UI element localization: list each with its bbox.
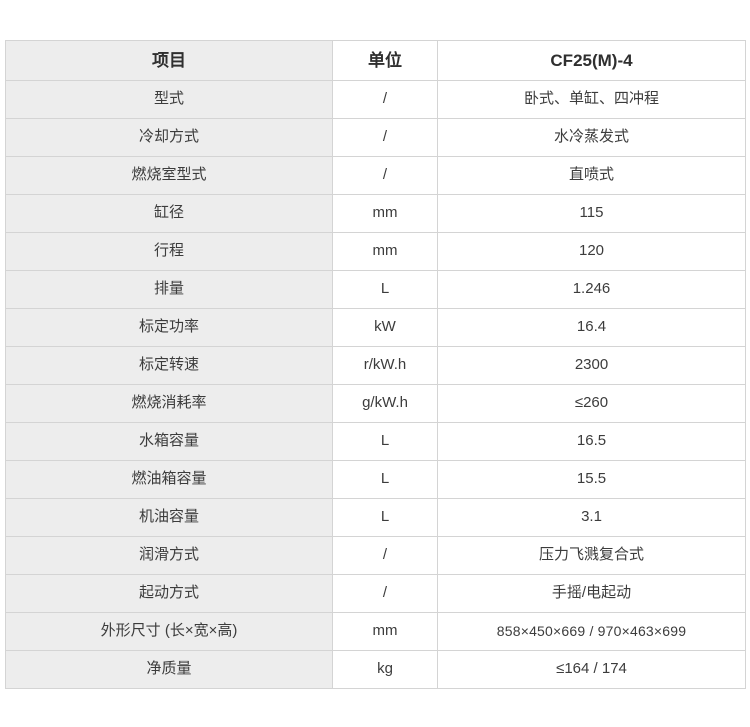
- table-row: 标定转速 r/kW.h 2300: [5, 346, 746, 385]
- cell-unit: L: [332, 270, 438, 309]
- cell-unit: mm: [332, 194, 438, 233]
- cell-value: 2300: [437, 346, 746, 385]
- table-header: 项目 单位 CF25(M)-4: [5, 40, 746, 81]
- cell-unit: /: [332, 80, 438, 119]
- cell-item: 型式: [5, 80, 333, 119]
- cell-value: 压力飞溅复合式: [437, 536, 746, 575]
- cell-item: 外形尺寸 (长×宽×高): [5, 612, 333, 651]
- cell-item: 净质量: [5, 650, 333, 689]
- table-row: 冷却方式 / 水冷蒸发式: [5, 118, 746, 157]
- cell-item: 水箱容量: [5, 422, 333, 461]
- cell-value: 16.4: [437, 308, 746, 347]
- table-row: 型式 / 卧式、单缸、四冲程: [5, 80, 746, 119]
- cell-item: 缸径: [5, 194, 333, 233]
- cell-item: 行程: [5, 232, 333, 271]
- table-row: 机油容量 L 3.1: [5, 498, 746, 537]
- table-row: 润滑方式 / 压力飞溅复合式: [5, 536, 746, 575]
- column-header-unit: 单位: [332, 40, 438, 81]
- table-row: 起动方式 / 手摇/电起动: [5, 574, 746, 613]
- table-row: 排量 L 1.246: [5, 270, 746, 309]
- table-row: 行程 mm 120: [5, 232, 746, 271]
- table-row: 燃烧室型式 / 直喷式: [5, 156, 746, 195]
- engine-spec-table: 项目 单位 CF25(M)-4 型式 / 卧式、单缸、四冲程 冷却方式 / 水冷蒸发式 燃烧…: [5, 40, 746, 689]
- cell-value: ≤260: [437, 384, 746, 423]
- cell-item: 燃烧消耗率: [5, 384, 333, 423]
- cell-item: 燃油箱容量: [5, 460, 333, 499]
- cell-unit: mm: [332, 232, 438, 271]
- cell-value: ≤164 / 174: [437, 650, 746, 689]
- table-row: 水箱容量 L 16.5: [5, 422, 746, 461]
- cell-unit: L: [332, 460, 438, 499]
- cell-item: 标定转速: [5, 346, 333, 385]
- cell-value: 水冷蒸发式: [437, 118, 746, 157]
- cell-unit: kW: [332, 308, 438, 347]
- cell-value: 直喷式: [437, 156, 746, 195]
- cell-value: 1.246: [437, 270, 746, 309]
- cell-unit: /: [332, 156, 438, 195]
- cell-item: 燃烧室型式: [5, 156, 333, 195]
- table-row: 标定功率 kW 16.4: [5, 308, 746, 347]
- cell-value: 115: [437, 194, 746, 233]
- cell-value: 16.5: [437, 422, 746, 461]
- table-body: 型式 / 卧式、单缸、四冲程 冷却方式 / 水冷蒸发式 燃烧室型式 / 直喷式 缸径 mm 115 行程…: [5, 80, 746, 689]
- cell-item: 机油容量: [5, 498, 333, 537]
- cell-item: 排量: [5, 270, 333, 309]
- cell-value: 手摇/电起动: [437, 574, 746, 613]
- cell-unit: g/kW.h: [332, 384, 438, 423]
- cell-unit: /: [332, 536, 438, 575]
- cell-item: 标定功率: [5, 308, 333, 347]
- cell-unit: r/kW.h: [332, 346, 438, 385]
- cell-item: 润滑方式: [5, 536, 333, 575]
- table-row: 缸径 mm 115: [5, 194, 746, 233]
- cell-value: 15.5: [437, 460, 746, 499]
- cell-value: 120: [437, 232, 746, 271]
- cell-value: 卧式、单缸、四冲程: [437, 80, 746, 119]
- cell-item: 冷却方式: [5, 118, 333, 157]
- cell-unit: kg: [332, 650, 438, 689]
- cell-unit: /: [332, 574, 438, 613]
- table-header-row: 项目 单位 CF25(M)-4: [5, 40, 746, 81]
- cell-unit: L: [332, 498, 438, 537]
- column-header-model: CF25(M)-4: [437, 40, 746, 81]
- cell-value: 858×450×669 / 970×463×699: [437, 612, 746, 651]
- spec-table-container: 项目 单位 CF25(M)-4 型式 / 卧式、单缸、四冲程 冷却方式 / 水冷蒸发式 燃烧…: [5, 40, 746, 689]
- column-header-item: 项目: [5, 40, 333, 81]
- cell-item: 起动方式: [5, 574, 333, 613]
- cell-value: 3.1: [437, 498, 746, 537]
- cell-unit: mm: [332, 612, 438, 651]
- table-row: 外形尺寸 (长×宽×高) mm 858×450×669 / 970×463×699: [5, 612, 746, 651]
- table-row: 燃油箱容量 L 15.5: [5, 460, 746, 499]
- cell-unit: /: [332, 118, 438, 157]
- table-row: 净质量 kg ≤164 / 174: [5, 650, 746, 689]
- table-row: 燃烧消耗率 g/kW.h ≤260: [5, 384, 746, 423]
- cell-unit: L: [332, 422, 438, 461]
